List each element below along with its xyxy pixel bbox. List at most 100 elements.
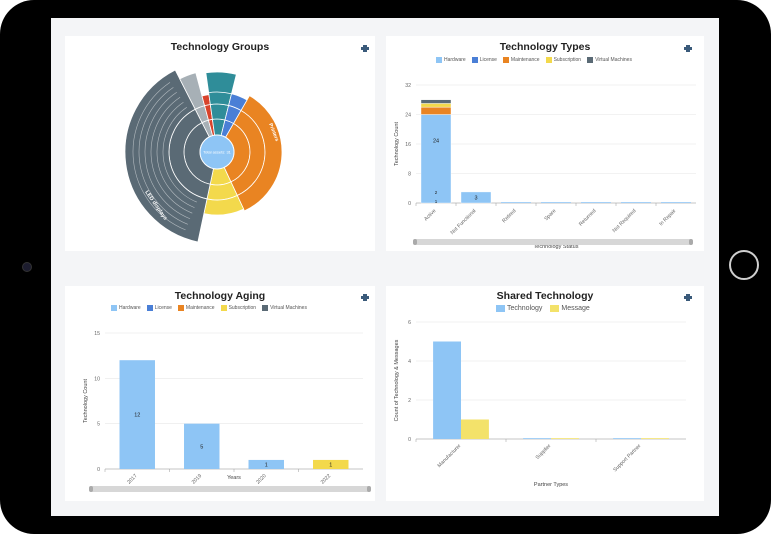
- printer-icon[interactable]: [684, 45, 692, 52]
- legend-item-technology[interactable]: Technology: [496, 305, 542, 312]
- legend-item-maintenance[interactable]: Maintenance: [502, 57, 540, 63]
- bar-technology: [613, 438, 641, 439]
- y-axis-title: Technology Count: [394, 122, 400, 167]
- shared-technology-chart: 0 2 4 6 Manufacturer Supplier Support Partner P…: [394, 320, 686, 488]
- y-tick-label: 24: [405, 113, 411, 119]
- sunburst-segment-license-ring3: [228, 93, 248, 111]
- panel-title: Technology Groups: [170, 41, 270, 53]
- x-tick-label: Support Partner: [612, 443, 642, 473]
- x-tick-label: In Repair: [658, 208, 677, 227]
- legend-item-virtual-machines[interactable]: Virtual Machines: [587, 57, 632, 63]
- sunburst-ring-line-5: [132, 82, 186, 231]
- legend-item-message[interactable]: Message: [550, 305, 590, 312]
- dashboard-screen: Technology Groups Total assets: 31 LED di…: [51, 18, 719, 516]
- bar-hardware: [460, 191, 492, 204]
- printer-icon[interactable]: [361, 45, 369, 52]
- bar-data-label: 1: [435, 199, 438, 204]
- x-tick-label: Supplier: [535, 443, 553, 461]
- x-tick-label: 2022: [320, 473, 332, 485]
- bar-empty: [501, 202, 531, 203]
- x-tick-label: Spare: [543, 208, 557, 222]
- y-tick-label: 8: [408, 172, 411, 178]
- chart-scrollbar[interactable]: [89, 486, 371, 492]
- bar-data-label: 1: [265, 462, 268, 468]
- x-axis-title: Partner Types: [534, 482, 568, 488]
- printer-icon[interactable]: [361, 294, 369, 301]
- bar-technology: [433, 341, 461, 439]
- bar-message: [551, 438, 579, 439]
- shared-technology-panel: Shared Technology Technology Message 0 2 4…: [386, 286, 704, 501]
- bar-data-label: 12: [134, 413, 140, 419]
- bar-hardware: [420, 114, 452, 204]
- y-tick-label: 2: [408, 398, 411, 404]
- sunburst-segment-maintenance-ring3: [236, 95, 283, 212]
- legend-item-hardware[interactable]: Hardware: [436, 57, 466, 63]
- technology-groups-panel: Technology Groups Total assets: 31 LED di…: [65, 36, 375, 251]
- y-tick-label: 32: [405, 83, 411, 89]
- legend-item-license[interactable]: License: [146, 305, 172, 311]
- panel-title: Technology Types: [499, 41, 591, 53]
- sunburst-segment-virtual-machines-ring3: [124, 69, 208, 243]
- bar-hardware: [184, 423, 220, 469]
- technology-types-panel: Technology Types Hardware License Mainte…: [386, 36, 704, 251]
- y-axis-title: Count of Technology & Messages: [394, 339, 400, 421]
- chart-legend: Hardware License Maintenance Subscriptio…: [436, 57, 632, 63]
- bar-data-label: 1: [329, 462, 332, 468]
- x-tick-label: Retired: [501, 208, 517, 224]
- y-tick-label: 10: [94, 376, 100, 382]
- bar-empty: [581, 202, 611, 203]
- x-tick-label: Manufacturer: [437, 443, 463, 469]
- x-tick-label: 2017: [126, 473, 138, 485]
- chart-legend: Hardware License Maintenance Subscriptio…: [111, 305, 307, 311]
- printer-icon[interactable]: [684, 294, 692, 301]
- y-axis-title: Technology Count: [83, 379, 89, 424]
- technology-aging-panel: Technology Aging Hardware License Mainte…: [65, 286, 375, 501]
- x-axis-title: Years: [227, 475, 241, 481]
- home-button[interactable]: [729, 250, 759, 280]
- panel-title: Shared Technology: [496, 290, 594, 302]
- chart-legend: Technology Message: [496, 305, 590, 312]
- bar-hardware: [119, 360, 155, 469]
- sunburst-ring-line-0: [162, 106, 197, 203]
- panel-title: Technology Aging: [174, 290, 266, 302]
- bar-virtual-machines: [420, 99, 452, 104]
- sunburst-segment-teal-outer: [205, 71, 237, 95]
- bar-subscription: [313, 459, 349, 469]
- sunburst-center: [199, 134, 235, 170]
- y-tick-label: 5: [97, 422, 100, 428]
- sunburst-ring-line-2: [150, 97, 193, 214]
- bar-data-label: 24: [433, 138, 439, 144]
- y-tick-label: 6: [408, 320, 411, 326]
- x-tick-label: 2019: [191, 473, 203, 485]
- camera-lens: [22, 262, 32, 272]
- bar-data-label: 3: [474, 195, 477, 201]
- legend-item-virtual-machines[interactable]: Virtual Machines: [262, 305, 307, 311]
- chart-scrollbar[interactable]: [413, 239, 693, 245]
- bar-empty: [541, 202, 571, 203]
- y-tick-label: 4: [408, 359, 411, 365]
- technology-aging-chart: 0 5 10 15 2017 12 2019 5 2020 1 2022 1 Years Technolo…: [83, 331, 363, 486]
- legend-item-subscription[interactable]: Subscription: [545, 57, 581, 63]
- x-tick-label: Not Required: [612, 208, 638, 234]
- bar-empty: [661, 202, 691, 203]
- bar-hardware: [248, 459, 284, 469]
- sunburst-center-label: Total assets: 31: [203, 150, 232, 155]
- bar-data-label: 2: [435, 190, 438, 195]
- y-tick-label: 0: [408, 437, 411, 443]
- sunburst-ring-line-1: [156, 102, 195, 208]
- sunburst-ring-line-4: [138, 87, 188, 225]
- bar-data-label: 5: [200, 444, 203, 450]
- bar-maintenance: [420, 106, 452, 115]
- legend-item-subscription[interactable]: Subscription: [220, 305, 256, 311]
- x-axis-title: Technology Status: [534, 244, 579, 250]
- legend-item-maintenance[interactable]: Maintenance: [177, 305, 215, 311]
- x-tick-label: Not Functional: [450, 208, 478, 236]
- y-tick-label: 0: [408, 201, 411, 207]
- x-tick-label: 2020: [255, 473, 267, 485]
- y-tick-label: 0: [97, 467, 100, 473]
- legend-item-license[interactable]: License: [471, 57, 497, 63]
- legend-item-hardware[interactable]: Hardware: [111, 305, 141, 311]
